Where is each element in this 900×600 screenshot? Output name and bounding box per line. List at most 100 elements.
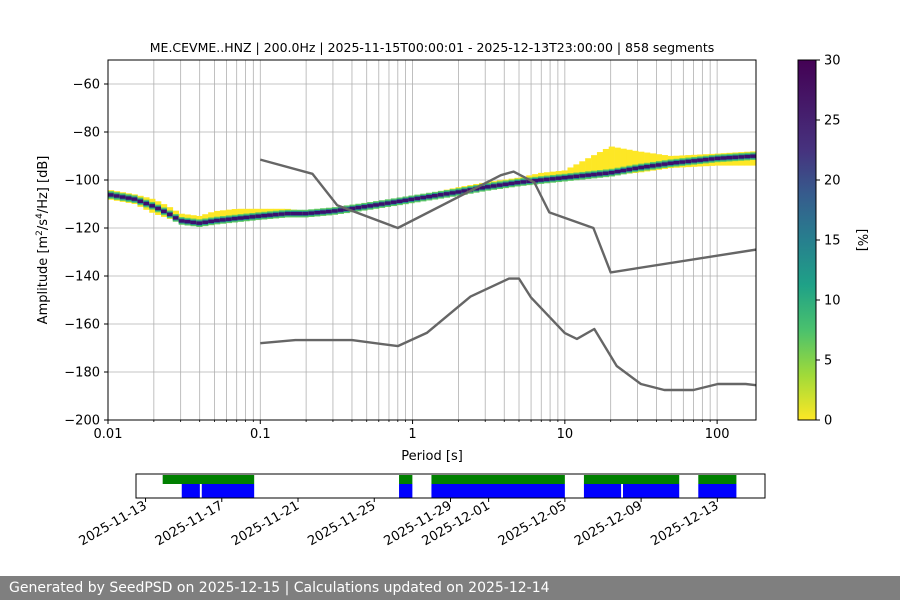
y-axis-label-mid: /s bbox=[36, 219, 51, 230]
psd-cell-high bbox=[155, 206, 162, 211]
x-tick-label: 0.01 bbox=[94, 427, 123, 442]
timeline-bars bbox=[162, 475, 737, 498]
psd-cell-high bbox=[726, 155, 733, 160]
psd-cell-high bbox=[732, 155, 739, 159]
plot-frame bbox=[107, 59, 757, 421]
psd-cell-high bbox=[561, 175, 568, 180]
y-tick-label: −80 bbox=[73, 126, 100, 141]
data-available-bar bbox=[162, 475, 255, 484]
psd-cell-high bbox=[384, 201, 392, 205]
psd-cell-high bbox=[320, 210, 327, 214]
psd-cell-high bbox=[449, 191, 456, 195]
psd-cell-high bbox=[231, 216, 238, 221]
psd-computed-bar bbox=[201, 484, 255, 498]
psd-cell-high bbox=[267, 213, 274, 217]
psd-cell-high bbox=[396, 199, 403, 203]
psd-cell-high bbox=[190, 220, 197, 225]
colorbar-label: [%] bbox=[854, 229, 869, 252]
psd-cell-low bbox=[231, 209, 238, 219]
date-tick-label: 2025-12-09 bbox=[572, 498, 645, 549]
psd-cell-high bbox=[579, 174, 586, 178]
data-available-bar bbox=[399, 475, 413, 484]
psd-computed-bar bbox=[622, 484, 680, 498]
chart-title: ME.CEVME..HNZ | 200.0Hz | 2025-11-15T00:… bbox=[150, 40, 714, 55]
data-available-bar bbox=[698, 475, 737, 484]
date-tick-label: 2025-11-25 bbox=[305, 498, 378, 549]
psd-cell-high bbox=[308, 211, 315, 215]
psd-cell-high bbox=[573, 174, 580, 179]
psd-cell-high bbox=[178, 219, 185, 223]
psd-cell-low bbox=[249, 208, 256, 217]
psd-cell-high bbox=[432, 194, 439, 198]
psd-cell-high bbox=[249, 215, 256, 219]
psd-cell-high bbox=[520, 180, 527, 184]
psd-cell-high bbox=[161, 209, 168, 214]
psd-computed-bar bbox=[181, 484, 200, 498]
psd-cell-low bbox=[602, 148, 610, 176]
psd-cell-high bbox=[479, 186, 486, 190]
psd-cell-high bbox=[702, 157, 710, 162]
grid-lines bbox=[107, 60, 756, 421]
psd-cell-high bbox=[691, 159, 698, 163]
date-tick-label: 2025-11-13 bbox=[77, 498, 150, 549]
psd-cell-low bbox=[208, 212, 215, 222]
psd-cell-high bbox=[414, 196, 421, 201]
axis-ticks: 0.01 0.1 1 10 100 −200 −180 −160 −140 −120 −100 −80… bbox=[64, 78, 729, 443]
x-tick-label: 1 bbox=[408, 427, 416, 442]
y-axis-label-prefix: Amplitude [m bbox=[36, 236, 51, 325]
psd-cell-high bbox=[526, 179, 533, 183]
psd-cell-high bbox=[661, 162, 668, 166]
psd-cell-high bbox=[243, 215, 250, 220]
timeline-ticks: 2025-11-13 2025-11-17 2025-11-21 2025-11-25… bbox=[77, 498, 721, 549]
colorbar-tick-label: 25 bbox=[824, 114, 841, 129]
psd-cell-high bbox=[113, 194, 121, 198]
psd-cell-low bbox=[608, 146, 615, 176]
nlnm-curve bbox=[260, 277, 756, 392]
psd-cell-high bbox=[496, 183, 503, 187]
psd-cell-high bbox=[284, 211, 291, 216]
psd-cell-high bbox=[208, 219, 215, 224]
psd-cell-high bbox=[638, 165, 645, 170]
psd-cell-high bbox=[490, 184, 498, 188]
psd-cell-high bbox=[708, 157, 716, 161]
colorbar-tick-label: 0 bbox=[824, 414, 832, 429]
psd-cell-low bbox=[626, 149, 633, 174]
psd-cell-high bbox=[614, 169, 621, 174]
psd-cell-low bbox=[214, 210, 221, 221]
psd-cell-low bbox=[620, 148, 627, 175]
psd-cell-high bbox=[555, 176, 562, 180]
psd-cell-high bbox=[355, 205, 362, 210]
psd-cell-high bbox=[225, 217, 233, 221]
x-tick-label: 10 bbox=[557, 427, 574, 442]
y-tick-label: −200 bbox=[64, 414, 100, 429]
psd-cell-high bbox=[420, 195, 427, 200]
psd-cell-high bbox=[278, 212, 286, 216]
psd-cell-high bbox=[549, 177, 557, 181]
psd-cell-high bbox=[202, 220, 209, 224]
psd-cell-high bbox=[408, 197, 415, 202]
psd-cell-high bbox=[325, 209, 333, 214]
psd-cell-high bbox=[538, 178, 545, 182]
psd-cell-high bbox=[296, 211, 303, 216]
psd-cell-high bbox=[349, 206, 356, 211]
colorbar bbox=[797, 59, 817, 421]
colorbar-tick-label: 30 bbox=[824, 54, 841, 69]
figure: ME.CEVME..HNZ | 200.0Hz | 2025-11-15T00:… bbox=[35, 40, 869, 549]
psd-cell-low bbox=[219, 210, 227, 220]
psd-computed-bar bbox=[431, 484, 565, 498]
psd-cell-high bbox=[137, 199, 144, 203]
date-tick-label: 2025-11-17 bbox=[153, 498, 226, 549]
y-tick-label: −60 bbox=[73, 78, 100, 93]
psd-cell-low bbox=[579, 161, 586, 179]
psd-cell-high bbox=[508, 181, 515, 186]
psd-cell-low bbox=[225, 209, 233, 220]
psd-cell-high bbox=[461, 189, 468, 193]
psd-cell-high bbox=[591, 172, 598, 177]
psd-cell-high bbox=[378, 202, 386, 206]
data-available-bar bbox=[583, 475, 680, 484]
colorbar-tick-label: 5 bbox=[824, 354, 832, 369]
psd-cell-high bbox=[437, 193, 445, 197]
y-axis-label: Amplitude [m2/s4/Hz] [dB] bbox=[35, 156, 51, 325]
x-tick-label: 0.1 bbox=[250, 427, 271, 442]
noise-models bbox=[259, 158, 756, 392]
